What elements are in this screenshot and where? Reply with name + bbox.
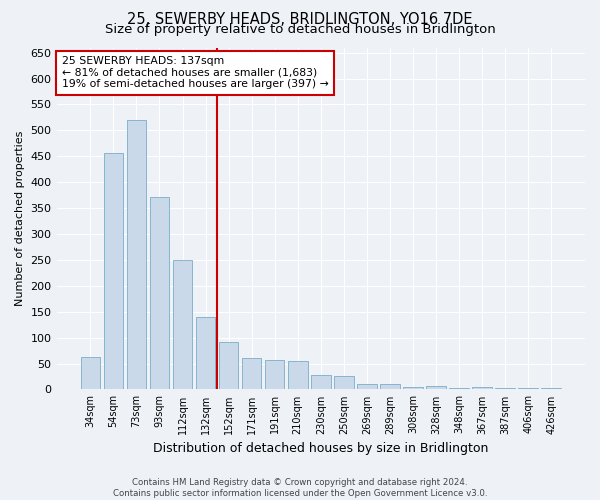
Bar (265, 360, 284, 390)
Bar (357, 384, 377, 390)
Bar (449, 388, 469, 390)
Bar (380, 384, 400, 390)
Text: Contains HM Land Registry data © Crown copyright and database right 2024.
Contai: Contains HM Land Registry data © Crown c… (113, 478, 487, 498)
Bar (196, 317, 215, 390)
Bar (541, 388, 561, 390)
Bar (173, 260, 193, 390)
Bar (472, 387, 492, 390)
Bar (311, 376, 331, 390)
Y-axis label: Number of detached properties: Number of detached properties (15, 131, 25, 306)
Bar (149, 197, 169, 390)
Bar (403, 387, 423, 390)
Bar (334, 376, 353, 390)
Bar (518, 388, 538, 390)
Bar (80, 358, 100, 390)
Bar (426, 386, 446, 390)
Bar (242, 358, 262, 390)
Bar (127, 120, 146, 390)
Text: 25, SEWERBY HEADS, BRIDLINGTON, YO16 7DE: 25, SEWERBY HEADS, BRIDLINGTON, YO16 7DE (127, 12, 473, 28)
Bar (496, 388, 515, 390)
Text: 25 SEWERBY HEADS: 137sqm
← 81% of detached houses are smaller (1,683)
19% of sem: 25 SEWERBY HEADS: 137sqm ← 81% of detach… (62, 56, 329, 89)
Bar (104, 152, 123, 390)
Bar (288, 362, 308, 390)
Text: Size of property relative to detached houses in Bridlington: Size of property relative to detached ho… (104, 22, 496, 36)
Bar (219, 342, 238, 390)
X-axis label: Distribution of detached houses by size in Bridlington: Distribution of detached houses by size … (153, 442, 488, 455)
